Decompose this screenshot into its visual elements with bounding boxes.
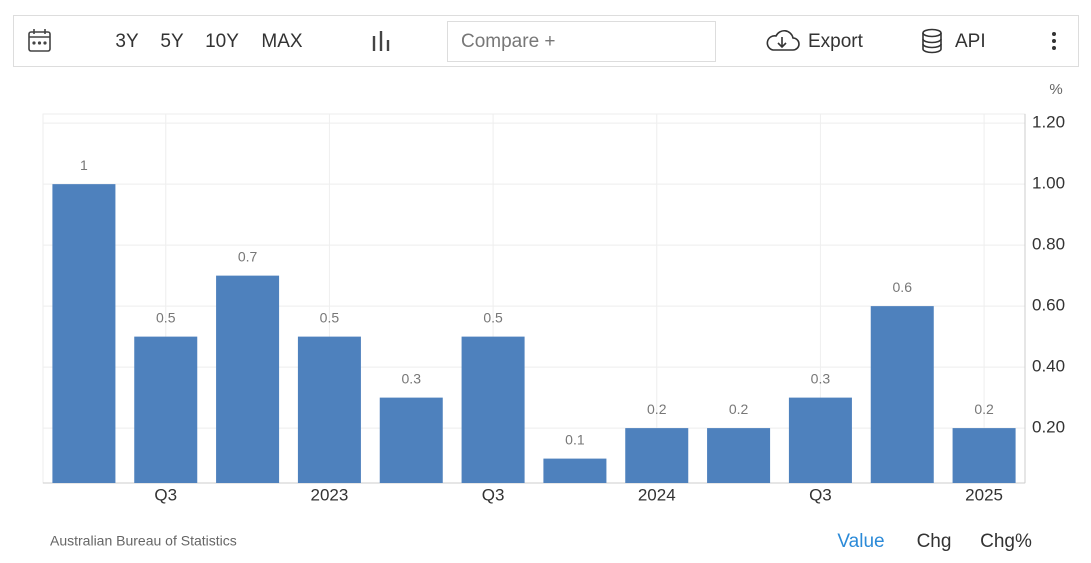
y-tick-label: 1.00: [1032, 174, 1065, 193]
bar: [461, 336, 525, 483]
value-label: 0.5: [320, 309, 340, 325]
bar: [52, 184, 116, 483]
bar: [297, 336, 361, 483]
bar: [379, 397, 443, 483]
bar: [216, 275, 280, 483]
export-button[interactable]: Export: [808, 31, 864, 52]
bar: [543, 458, 607, 483]
calendar-icon[interactable]: [28, 29, 51, 52]
range-button[interactable]: 10Y: [205, 31, 239, 52]
value-label: 0.3: [811, 370, 831, 386]
api-button[interactable]: API: [955, 31, 986, 52]
x-tick-label: 2025: [965, 485, 1003, 504]
value-label: 0.5: [483, 309, 503, 325]
y-tick-label: 0.20: [1032, 418, 1065, 437]
bar: [134, 336, 198, 483]
value-label: 0.2: [729, 401, 749, 417]
value-label: 0.5: [156, 309, 176, 325]
value-label: 0.2: [974, 401, 994, 417]
value-label: 0.6: [893, 279, 913, 295]
unit-label: %: [1049, 81, 1062, 98]
x-tick-label: 2023: [311, 485, 349, 504]
bar: [952, 428, 1016, 483]
compare-placeholder: Compare +: [461, 31, 556, 52]
value-label: 0.2: [647, 401, 667, 417]
y-tick-label: 0.80: [1032, 235, 1065, 254]
bar: [625, 428, 689, 483]
source: Australian Bureau of Statistics: [50, 533, 237, 549]
compare-input[interactable]: [447, 21, 716, 62]
x-tick-label: Q3: [482, 485, 505, 504]
y-tick-label: 0.40: [1032, 357, 1065, 376]
bar: [870, 306, 934, 483]
bar: [788, 397, 852, 483]
value-label: 0.3: [402, 370, 422, 386]
x-tick-label: Q3: [154, 485, 177, 504]
x-tick-label: Q3: [809, 485, 832, 504]
api-icon[interactable]: [922, 28, 942, 54]
range-button[interactable]: MAX: [261, 31, 303, 52]
value-label: 0.1: [565, 431, 585, 447]
value-label: 0.7: [238, 248, 258, 264]
x-tick-label: 2024: [638, 485, 676, 504]
export-icon[interactable]: [766, 30, 800, 51]
tab-chg-pct[interactable]: Chg%: [980, 531, 1032, 552]
chart-type-icon[interactable]: [372, 31, 390, 51]
y-tick-label: 1.20: [1032, 113, 1065, 132]
more-menu[interactable]: [1052, 32, 1056, 50]
tab-chg[interactable]: Chg: [917, 531, 952, 552]
bar: [707, 428, 771, 483]
range-button[interactable]: 3Y: [115, 31, 139, 52]
tab-value[interactable]: Value: [837, 531, 884, 552]
value-label: 1: [80, 157, 88, 173]
y-tick-label: 0.60: [1032, 296, 1065, 315]
range-button[interactable]: 5Y: [160, 31, 184, 52]
